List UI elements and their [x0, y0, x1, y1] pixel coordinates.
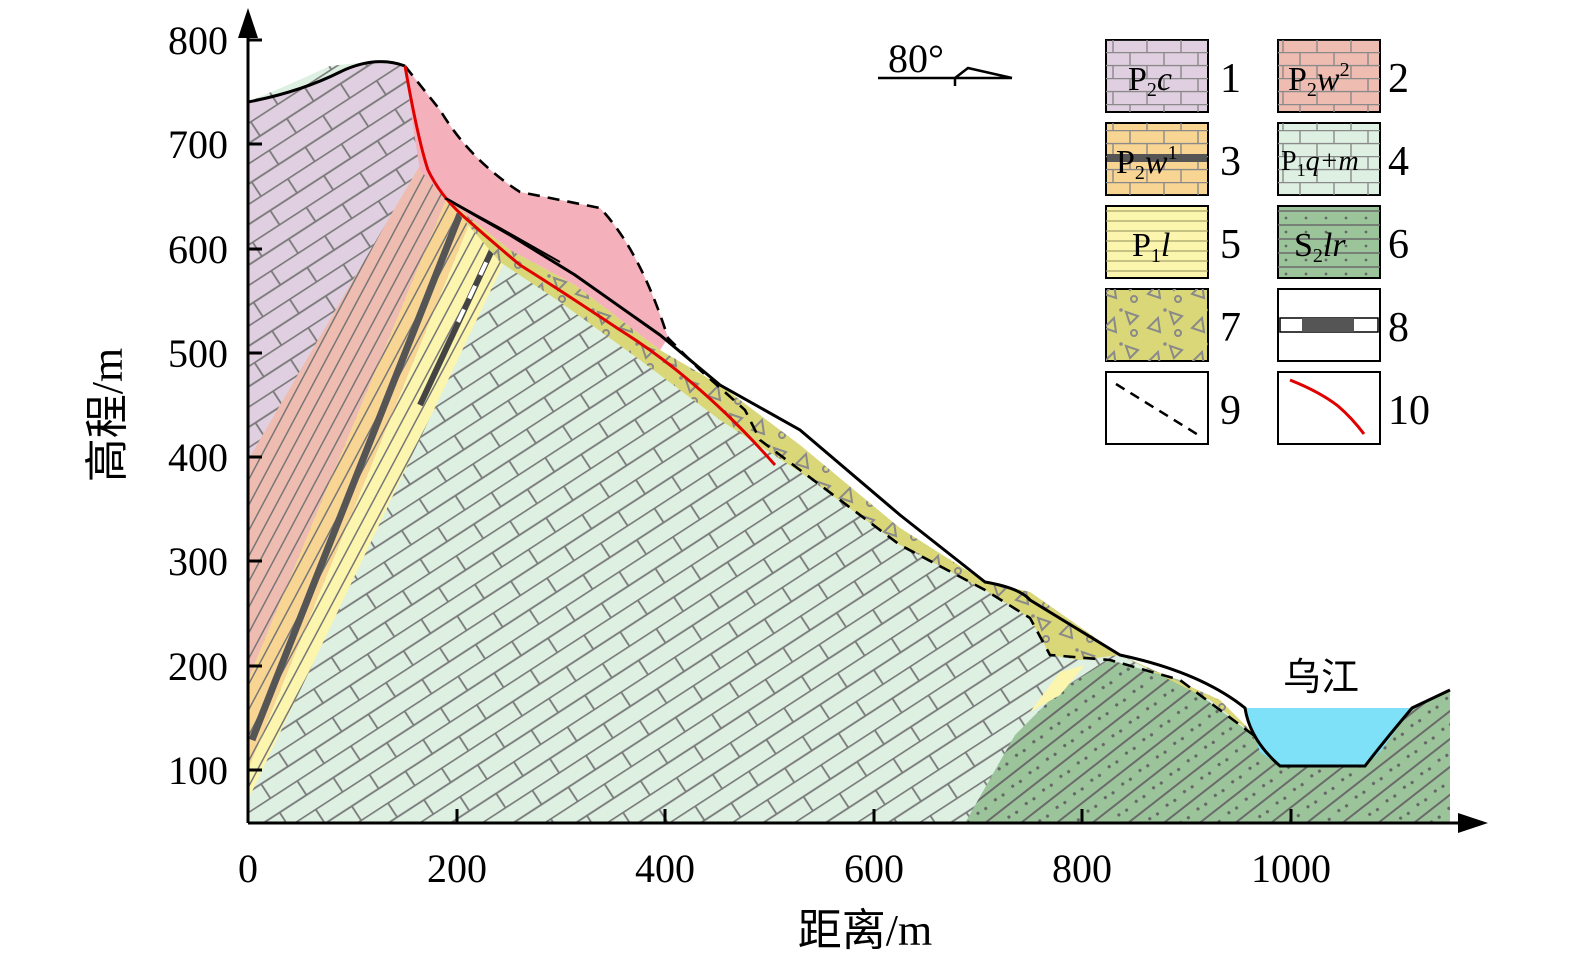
legend-code: P1q+m — [1281, 146, 1359, 180]
strata — [248, 60, 1450, 823]
x-tick-label: 400 — [635, 846, 695, 891]
sliding-surface — [403, 65, 777, 466]
river — [1245, 708, 1412, 766]
original-surface-dashed — [403, 65, 1261, 742]
axes: 100 200 300 400 500 600 700 800 0 200 40… — [83, 8, 1488, 955]
ground-surface — [247, 60, 1451, 768]
legend-item-1: P2c 1 — [1105, 39, 1241, 113]
legend: P2c 1 P2w2 2 P2w1 3 P1q+m 4 P — [1105, 39, 1430, 445]
legend-swatch — [1105, 371, 1209, 445]
layer-p2w1-pattern — [248, 200, 470, 770]
y-tick-label: 300 — [168, 539, 228, 584]
legend-item-6: S2lr 6 — [1277, 205, 1409, 279]
y-tick-label: 700 — [168, 122, 228, 167]
legend-item-4: P1q+m 4 — [1277, 122, 1409, 196]
layer-p1l-wedge — [1030, 665, 1085, 712]
legend-code: P2w2 — [1288, 59, 1350, 101]
legend-item-5: P1l 5 — [1105, 205, 1241, 279]
x-tick-label: 600 — [844, 846, 904, 891]
coal-marker-dash — [456, 249, 494, 323]
legend-number: 1 — [1220, 56, 1241, 102]
y-tick-label: 500 — [168, 331, 228, 376]
layer-p2w2-pattern — [248, 165, 446, 680]
layer-p1qm-pattern — [248, 60, 1450, 823]
legend-number: 2 — [1388, 56, 1409, 102]
landslide-body — [405, 66, 668, 350]
legend-number: 7 — [1220, 305, 1241, 351]
y-tick-label: 100 — [168, 748, 228, 793]
legend-item-10: 10 — [1277, 371, 1430, 445]
legend-number: 3 — [1220, 139, 1241, 185]
dip-angle-label: 80° — [888, 36, 944, 81]
y-tick-label: 400 — [168, 435, 228, 480]
x-axis-arrow — [1458, 813, 1488, 833]
coal-seam — [248, 212, 464, 742]
y-tick-label: 600 — [168, 227, 228, 272]
legend-code: P2w1 — [1116, 142, 1178, 184]
x-tick-label: 800 — [1052, 846, 1112, 891]
legend-number: 5 — [1220, 222, 1241, 268]
dip-symbol — [878, 66, 1013, 86]
legend-item-3: P2w1 3 — [1105, 122, 1241, 196]
y-axis-title: 高程/m — [83, 348, 132, 482]
legend-item-8: 8 — [1277, 288, 1409, 362]
legend-code: P1l — [1132, 227, 1170, 267]
layer-p1l-pattern — [248, 222, 510, 800]
layer-p2c-pattern — [248, 61, 420, 460]
debris-base — [444, 197, 561, 263]
legend-number: 9 — [1220, 388, 1241, 434]
legend-item-9: 9 — [1105, 371, 1241, 445]
x-tick-label: 1000 — [1251, 846, 1331, 891]
y-tick-label: 200 — [168, 644, 228, 689]
legend-number: 6 — [1388, 222, 1409, 268]
river-label: 乌江 — [1283, 655, 1359, 699]
legend-number: 10 — [1388, 388, 1430, 434]
x-tick-label: 0 — [238, 846, 258, 891]
x-tick-label: 200 — [427, 846, 487, 891]
y-tick-marks — [248, 38, 262, 772]
layer-s2lr-pattern — [965, 660, 1450, 823]
legend-item-2: P2w2 2 — [1277, 39, 1409, 113]
x-tick-marks — [455, 809, 1293, 823]
legend-number: 4 — [1388, 139, 1409, 185]
boundary-lines — [247, 60, 1451, 768]
legend-code: S2lr — [1294, 227, 1346, 267]
coal-marker — [417, 248, 495, 407]
x-axis-title: 距离/m — [798, 906, 932, 955]
y-axis-arrow — [238, 8, 258, 38]
annotations: 80° 乌江 — [878, 36, 1359, 699]
legend-item-7: 7 — [1105, 288, 1241, 362]
legend-code: P2c — [1128, 61, 1172, 101]
y-tick-label: 800 — [168, 18, 228, 63]
legend-number: 8 — [1388, 305, 1409, 351]
